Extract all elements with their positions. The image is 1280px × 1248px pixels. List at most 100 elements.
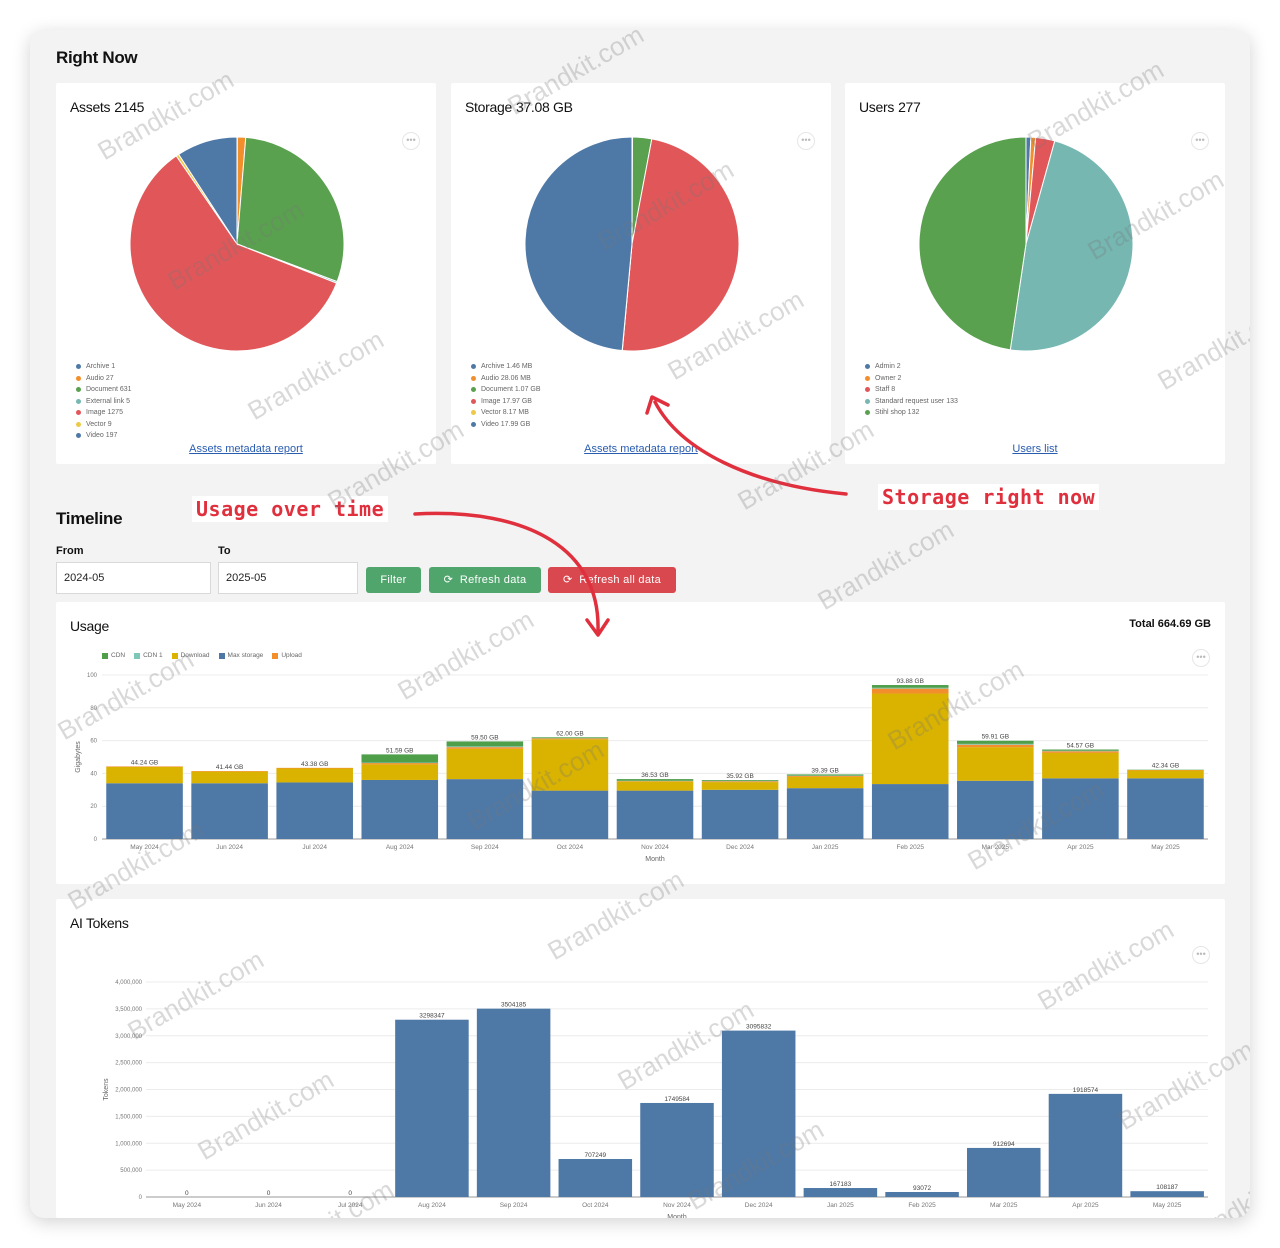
dashboard-window: Right Now Assets 2145 ••• Archive 1 Audio … (30, 30, 1250, 1218)
bar-segment-upload (106, 766, 183, 768)
users-legend: Admin 2 Owner 2 Staff 8 Standard request us… (865, 361, 958, 419)
data-label: 93072 (913, 1185, 931, 1192)
more-options-icon[interactable]: ••• (1192, 649, 1210, 667)
x-tick-label: Apr 2025 (1072, 1202, 1099, 1209)
legend-item[interactable]: Document 1.07 GB (471, 384, 541, 396)
x-tick-label: Jun 2024 (216, 844, 243, 851)
data-label: 167183 (830, 1181, 852, 1188)
bar-segment-cdn (871, 685, 949, 688)
legend-item[interactable]: Vector 9 (76, 419, 132, 431)
timeline-heading: Timeline (56, 509, 123, 528)
bar-segment-upload (531, 738, 609, 740)
legend-label: Document 1.07 GB (481, 386, 541, 393)
legend-swatch (171, 652, 178, 659)
bar (885, 1191, 959, 1197)
bar-segment-cdn (616, 779, 694, 781)
legend-item[interactable]: Staff 8 (865, 384, 958, 396)
pie-slice-image (129, 155, 338, 352)
y-axis-label: Gigabytes (75, 741, 82, 773)
legend-item[interactable]: External link 5 (76, 396, 132, 408)
bar (395, 1019, 469, 1197)
bar-segment-download (616, 781, 694, 791)
data-label: 59.91 GB (982, 734, 1009, 741)
pie-slice-video (177, 136, 238, 246)
legend-item[interactable]: Max storage (218, 652, 263, 659)
legend-swatch (76, 433, 81, 439)
storage-right-now-annotation: Storage right now (878, 484, 1100, 510)
pie-slice-stihl-shop (918, 136, 1027, 351)
pie-slice-video (524, 136, 633, 352)
data-label: 62.00 GB (556, 730, 583, 737)
legend-item[interactable]: CDN 1 (134, 652, 163, 659)
users-list-link[interactable]: Users list (1012, 443, 1058, 455)
bar-segment-max-storage (616, 790, 694, 839)
refresh-data-button[interactable]: ⟳ Refresh data (429, 567, 541, 593)
more-options-icon[interactable]: ••• (1191, 132, 1209, 150)
legend-item[interactable]: Video 17.99 GB (471, 419, 541, 431)
legend-item[interactable]: Audio 28.06 MB (471, 373, 541, 385)
y-tick-label: 4,000,000 (115, 980, 142, 986)
y-tick-label: 500,000 (120, 1168, 142, 1174)
refresh-all-data-button[interactable]: ⟳ Refresh all data (548, 567, 676, 593)
legend-item[interactable]: Archive 1 (76, 361, 132, 373)
legend-item[interactable]: Audio 27 (76, 373, 132, 385)
data-label: 43.38 GB (301, 761, 328, 768)
to-label: To (218, 545, 231, 557)
bar-segment-download (957, 747, 1034, 781)
bar-segment-download (1042, 752, 1119, 779)
data-label: 3504185 (501, 1002, 527, 1009)
assets-card: Assets 2145 ••• Archive 1 Audio 27 Document… (56, 83, 436, 464)
y-tick-label: 1,000,000 (115, 1141, 142, 1147)
data-label: 707249 (584, 1152, 606, 1159)
more-options-icon[interactable]: ••• (797, 132, 815, 150)
data-label: 0 (185, 1190, 189, 1197)
x-tick-label: Dec 2024 (745, 1202, 773, 1209)
legend-swatch (76, 375, 81, 381)
bar-segment-upload (701, 781, 779, 783)
legend-swatch (471, 375, 476, 381)
x-tick-label: Oct 2024 (557, 844, 584, 851)
ai-tokens-bar-chart: 0 500,000 1,000,000 1,500,000 2,000,000 2,500… (103, 980, 1208, 1218)
legend-item[interactable]: Download (171, 652, 210, 659)
legend-item[interactable]: Archive 1.46 MB (471, 361, 541, 373)
data-label: 54.57 GB (1067, 743, 1094, 750)
y-tick-label: 60 (90, 739, 97, 745)
bar (476, 1008, 551, 1197)
bar-segment-max-storage (106, 783, 183, 839)
to-date-input[interactable]: 2025-05 (218, 562, 358, 594)
data-label: 41.44 GB (216, 764, 243, 771)
data-label: 1749584 (664, 1096, 690, 1103)
y-tick-label: 20 (90, 804, 97, 810)
legend-item[interactable]: Vector 8.17 MB (471, 407, 541, 419)
bar-segment-cdn (1042, 749, 1119, 751)
bar-segment-download (276, 768, 353, 783)
bar-segment-max-storage (276, 782, 353, 839)
assets-metadata-report-link[interactable]: Assets metadata report (189, 443, 303, 455)
legend-item[interactable]: Admin 2 (865, 361, 958, 373)
legend-item[interactable]: Upload (272, 652, 302, 659)
legend-item[interactable]: Image 1275 (76, 407, 132, 419)
more-options-icon[interactable]: ••• (402, 132, 420, 150)
legend-item[interactable]: Standard request user 133 (865, 396, 958, 408)
legend-swatch (76, 410, 81, 416)
legend-item[interactable]: Owner 2 (865, 373, 958, 385)
storage-metadata-report-link[interactable]: Assets metadata report (584, 443, 698, 455)
filter-button[interactable]: Filter (366, 567, 421, 593)
legend-item[interactable]: Video 197 (76, 430, 132, 442)
bar-segment-upload (1042, 751, 1119, 753)
bar (1048, 1093, 1123, 1197)
more-options-icon[interactable]: ••• (1192, 946, 1210, 964)
legend-item[interactable]: Document 631 (76, 384, 132, 396)
legend-item[interactable]: CDN (102, 652, 125, 659)
legend-item[interactable]: Image 17.97 GB (471, 396, 541, 408)
legend-label: Video 17.99 GB (481, 420, 531, 428)
legend-label: Archive 1 (86, 363, 116, 370)
x-tick-label: Jul 2024 (338, 1202, 363, 1209)
x-tick-label: Jun 2024 (255, 1202, 282, 1209)
y-tick-label: 80 (90, 706, 97, 712)
legend-item[interactable]: Stihl shop 132 (865, 407, 958, 419)
bar-segment-download (871, 693, 949, 785)
from-date-input[interactable]: 2024-05 (56, 562, 211, 594)
data-label: 108187 (1156, 1184, 1178, 1191)
data-label: 44.24 GB (131, 759, 158, 766)
